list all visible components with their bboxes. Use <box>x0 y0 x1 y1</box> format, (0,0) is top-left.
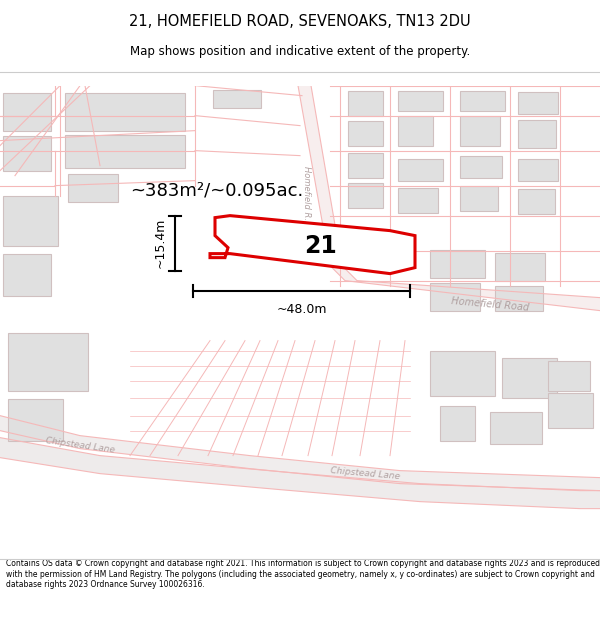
Text: Chipstead Lane: Chipstead Lane <box>45 436 115 455</box>
Polygon shape <box>430 249 485 278</box>
Polygon shape <box>348 182 383 208</box>
Polygon shape <box>65 134 185 168</box>
Polygon shape <box>398 91 443 111</box>
Polygon shape <box>65 92 185 131</box>
Text: ~15.4m: ~15.4m <box>154 218 167 268</box>
Polygon shape <box>548 392 593 428</box>
Polygon shape <box>502 357 557 398</box>
Text: Chipstead Lane: Chipstead Lane <box>330 466 400 481</box>
Polygon shape <box>495 286 543 311</box>
Polygon shape <box>0 416 600 491</box>
Polygon shape <box>430 282 480 311</box>
Polygon shape <box>348 91 383 116</box>
Polygon shape <box>3 196 58 246</box>
Text: Map shows position and indicative extent of the property.: Map shows position and indicative extent… <box>130 44 470 58</box>
Polygon shape <box>68 174 118 202</box>
Polygon shape <box>518 159 558 181</box>
Text: 21, HOMEFIELD ROAD, SEVENOAKS, TN13 2DU: 21, HOMEFIELD ROAD, SEVENOAKS, TN13 2DU <box>129 14 471 29</box>
Text: Homefield R...: Homefield R... <box>302 166 311 225</box>
Polygon shape <box>398 188 438 213</box>
Polygon shape <box>348 152 383 178</box>
Text: Homefield Road: Homefield Road <box>451 296 529 313</box>
Text: ~383m²/~0.095ac.: ~383m²/~0.095ac. <box>130 182 303 199</box>
Polygon shape <box>398 116 433 146</box>
Polygon shape <box>0 438 600 509</box>
Polygon shape <box>460 156 502 178</box>
Polygon shape <box>398 159 443 181</box>
Polygon shape <box>8 332 88 391</box>
Polygon shape <box>213 89 261 107</box>
Polygon shape <box>210 216 415 274</box>
Polygon shape <box>518 119 556 148</box>
Polygon shape <box>440 406 475 441</box>
Polygon shape <box>518 92 558 114</box>
Polygon shape <box>460 116 500 146</box>
Polygon shape <box>460 91 505 111</box>
Polygon shape <box>348 121 383 146</box>
Polygon shape <box>548 361 590 391</box>
Polygon shape <box>490 412 542 444</box>
Text: 21: 21 <box>304 234 337 258</box>
Polygon shape <box>495 253 545 281</box>
Polygon shape <box>3 254 51 296</box>
Polygon shape <box>460 186 498 211</box>
Polygon shape <box>8 399 63 441</box>
Polygon shape <box>298 86 600 311</box>
Polygon shape <box>518 189 555 214</box>
Polygon shape <box>3 136 51 171</box>
Polygon shape <box>430 351 495 396</box>
Polygon shape <box>3 92 51 131</box>
Text: ~48.0m: ~48.0m <box>276 302 327 316</box>
Text: Contains OS data © Crown copyright and database right 2021. This information is : Contains OS data © Crown copyright and d… <box>6 559 600 589</box>
